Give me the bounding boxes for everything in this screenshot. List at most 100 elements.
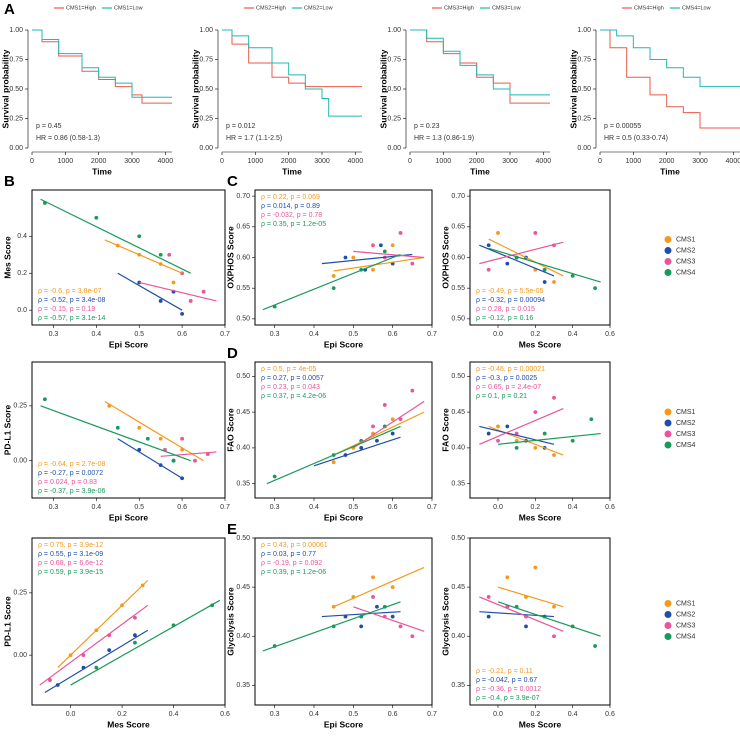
point (371, 267, 375, 272)
legend-swatch (664, 258, 672, 265)
point (533, 565, 538, 570)
y-tick-label: 0.00 (199, 145, 213, 152)
y-tick-label: 0.35 (236, 682, 250, 689)
fit-line (353, 250, 425, 259)
point (180, 312, 185, 316)
survival-curve (222, 29, 362, 117)
x-tick-label: 0.0 (493, 331, 503, 338)
fit-line (353, 606, 425, 632)
point (398, 417, 403, 422)
point (390, 614, 395, 619)
y-tick-label: 0.40 (451, 633, 465, 640)
annotation: HR = 1.7 (1.1-2.5) (226, 135, 282, 142)
point (145, 436, 150, 441)
point (42, 397, 47, 402)
y-tick-label: 0.60 (451, 254, 465, 261)
correlation-label: ρ = 0.68, p = 6.6e-12 (38, 560, 103, 567)
fit-line (44, 629, 149, 694)
legend-label: CMS2=High (256, 5, 286, 11)
correlation-label: ρ = 0.014, p = 0.89 (261, 203, 320, 210)
point (542, 267, 547, 272)
x-tick-label: 0.4 (309, 331, 319, 338)
y-tick-label: 0.00 (577, 145, 591, 152)
fit-line (497, 586, 564, 608)
legend-swatch (664, 600, 672, 607)
y-axis-label: PD-L1 Score (2, 596, 12, 647)
x-tick-label: 4000 (536, 158, 552, 165)
x-axis-label: Time (92, 166, 112, 176)
point (486, 614, 491, 619)
point (542, 280, 547, 284)
y-tick-label: 0.25 (13, 590, 27, 597)
correlation-label: ρ = 0.55, p = 3.1e-09 (38, 551, 103, 558)
x-tick-label: 0.2 (117, 711, 127, 718)
fit-line (333, 256, 425, 272)
y-tick-label: 0.35 (451, 481, 465, 488)
x-tick-label: 0.7 (427, 711, 437, 718)
plot-frame (254, 361, 433, 499)
y-axis-label: OXPHOS Score (225, 226, 235, 289)
plot-frame (31, 189, 226, 326)
point (390, 585, 395, 590)
legend-swatch (664, 633, 672, 640)
y-tick-label: 0.55 (451, 285, 465, 292)
correlation-label: ρ = 0.39, p = 1.2e-06 (261, 569, 326, 576)
y-tick-label: 0.2 (17, 270, 27, 277)
point (94, 665, 99, 670)
point (378, 243, 383, 248)
survival-curve (600, 29, 740, 88)
x-tick-label: 2000 (281, 158, 297, 165)
point (524, 624, 528, 629)
correlation-label: ρ = -0.64, p = 2.7e-08 (38, 461, 106, 468)
x-tick-label: 0.5 (348, 711, 358, 718)
point (382, 403, 387, 407)
x-tick-label: 0.4 (309, 711, 319, 718)
legend-label: CMS3 (676, 258, 696, 265)
y-tick-label: 1.00 (387, 27, 401, 34)
x-tick-label: 0.3 (270, 331, 280, 338)
x-tick-label: 2000 (469, 158, 485, 165)
x-tick-label: 0.6 (220, 711, 230, 718)
point (398, 231, 403, 235)
y-tick-label: 0.50 (9, 86, 23, 93)
y-tick-label: 0.00 (9, 145, 23, 152)
legend-label: CMS3=Low (492, 5, 521, 11)
y-tick-label: 0.25 (13, 403, 27, 410)
correlation-label: ρ = 0.37, p = 4.2e-06 (261, 393, 326, 400)
point (171, 458, 176, 463)
fit-line (479, 596, 564, 632)
point (193, 458, 197, 463)
x-tick-label: 1000 (626, 158, 642, 165)
legend-label: CMS3=High (444, 5, 474, 11)
x-tick-label: 0.3 (49, 504, 59, 511)
x-tick-label: 0.2 (530, 711, 540, 718)
fit-line (104, 239, 183, 274)
point (331, 274, 336, 278)
x-tick-label: 0.4 (309, 504, 319, 511)
fit-line (479, 425, 555, 445)
correlation-label: ρ = -0.15, p = 0.19 (38, 306, 95, 313)
point (158, 436, 163, 441)
y-axis-label: PD-L1 Score (2, 404, 12, 455)
x-tick-label: 0.6 (388, 504, 398, 511)
point (496, 438, 500, 443)
legend-label: CMS4=Low (682, 5, 711, 11)
x-tick-label: 0.5 (134, 331, 144, 338)
x-tick-label: 0.7 (220, 331, 230, 338)
correlation-label: ρ = -0.032, p = 0.78 (261, 212, 322, 219)
panel-label: D (227, 345, 238, 362)
correlation-label: ρ = -0.27, p = 0.0072 (38, 470, 103, 477)
y-axis-label: OXPHOS Score (440, 226, 450, 289)
x-tick-label: 0.6 (388, 711, 398, 718)
fit-line (57, 579, 149, 669)
y-tick-label: 0.00 (387, 145, 401, 152)
y-tick-label: 0.75 (387, 56, 401, 63)
point (533, 231, 538, 235)
legend-swatch (664, 419, 672, 427)
y-tick-label: 1.00 (9, 27, 23, 34)
fit-line (321, 611, 401, 618)
x-tick-label: 1000 (248, 158, 264, 165)
plot-frame (410, 30, 550, 148)
point (343, 255, 348, 260)
